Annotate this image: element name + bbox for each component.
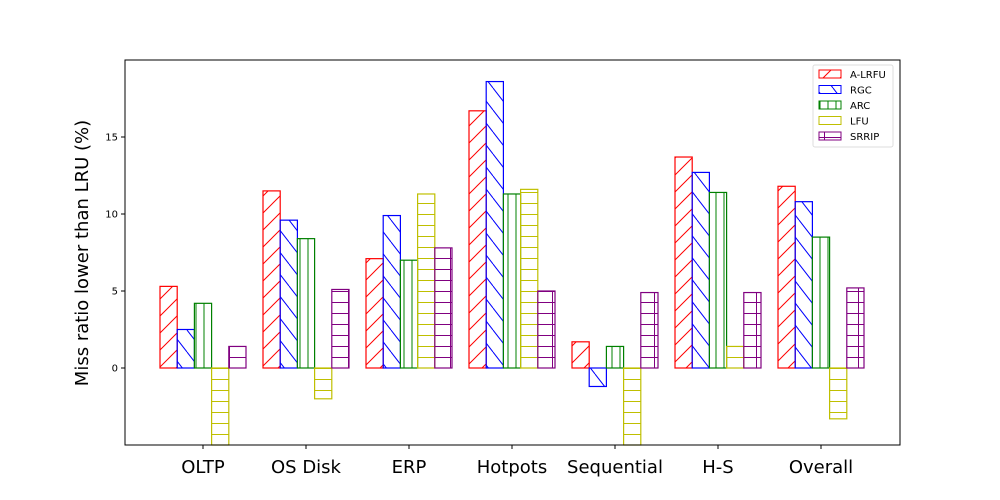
legend-swatch-a-lrfu bbox=[818, 69, 842, 79]
legend-label-a-lrfu: A-LRFU bbox=[850, 70, 886, 81]
legend: A-LRFU RGC ARC LFU SRRIP bbox=[812, 64, 894, 148]
y-tick-label: 0 bbox=[112, 364, 118, 375]
x-tick-label: OLTP bbox=[181, 457, 225, 478]
bar-rgc-sequential bbox=[588, 367, 608, 388]
bar-srrip-h-s bbox=[743, 291, 762, 369]
x-axis: OLTP OS Disk ERP Hotpots Sequential H-S Overal… bbox=[181, 445, 853, 478]
bar-lfu-hotpots bbox=[519, 188, 539, 369]
bar-arc-sequential bbox=[605, 345, 625, 369]
y-axis: 0 5 10 15 bbox=[105, 133, 125, 375]
y-tick-label: 5 bbox=[112, 287, 118, 298]
legend-label-rgc: RGC bbox=[850, 86, 872, 97]
bar-srrip-hotpots bbox=[537, 290, 556, 369]
x-tick-label: H-S bbox=[702, 457, 733, 478]
bars bbox=[159, 80, 865, 446]
bar-a-lrfu-erp bbox=[365, 258, 384, 369]
bar-srrip-sequential bbox=[640, 291, 659, 369]
bar-arc-hotpots bbox=[502, 193, 522, 369]
bar-lfu-os-disk bbox=[314, 367, 333, 400]
legend-swatch-arc bbox=[818, 100, 842, 110]
bar-a-lrfu-h-s bbox=[674, 156, 693, 369]
bar-rgc-h-s bbox=[691, 171, 711, 369]
bar-a-lrfu-sequential bbox=[571, 341, 590, 369]
bar-a-lrfu-oltp bbox=[159, 285, 178, 369]
bar-arc-erp bbox=[399, 259, 419, 369]
bar-srrip-oltp bbox=[228, 345, 247, 369]
bar-lfu-sequential bbox=[622, 367, 642, 446]
legend-swatch-rgc bbox=[818, 85, 842, 94]
bar-a-lrfu-hotpots bbox=[468, 110, 487, 369]
bar-arc-h-s bbox=[708, 191, 728, 369]
bar-srrip-os-disk bbox=[331, 288, 350, 369]
legend-label-srrip: SRRIP bbox=[850, 132, 879, 143]
legend-label-lfu: LFU bbox=[850, 117, 869, 128]
x-tick-label: ERP bbox=[392, 457, 427, 478]
x-tick-label: Overall bbox=[789, 457, 853, 478]
x-tick-label: Sequential bbox=[567, 457, 663, 478]
bar-a-lrfu-overall bbox=[777, 185, 796, 369]
bar-rgc-oltp bbox=[176, 328, 195, 369]
legend-swatch-lfu bbox=[818, 116, 842, 125]
y-tick-label: 10 bbox=[105, 210, 118, 221]
bar-lfu-overall bbox=[828, 367, 848, 420]
x-tick-label: OS Disk bbox=[271, 457, 342, 478]
bar-srrip-overall bbox=[846, 287, 865, 369]
bar-arc-overall bbox=[811, 236, 831, 369]
bar-rgc-hotpots bbox=[485, 80, 505, 369]
bar-rgc-erp bbox=[382, 214, 402, 369]
bar-lfu-oltp bbox=[211, 367, 230, 446]
bar-a-lrfu-os-disk bbox=[262, 190, 281, 369]
y-tick-label: 15 bbox=[105, 133, 118, 144]
bar-lfu-erp bbox=[417, 193, 436, 369]
legend-label-arc: ARC bbox=[850, 101, 870, 112]
bar-arc-os-disk bbox=[296, 238, 316, 369]
bar-lfu-h-s bbox=[725, 345, 745, 369]
x-tick-label: Hotpots bbox=[477, 457, 547, 478]
bar-arc-oltp bbox=[193, 302, 213, 369]
legend-swatch-srrip bbox=[818, 131, 842, 141]
bar-srrip-erp bbox=[434, 247, 453, 369]
bar-rgc-os-disk bbox=[279, 219, 299, 369]
y-axis-label: Miss ratio lower than LRU (%) bbox=[72, 120, 93, 386]
bar-rgc-overall bbox=[794, 201, 814, 369]
